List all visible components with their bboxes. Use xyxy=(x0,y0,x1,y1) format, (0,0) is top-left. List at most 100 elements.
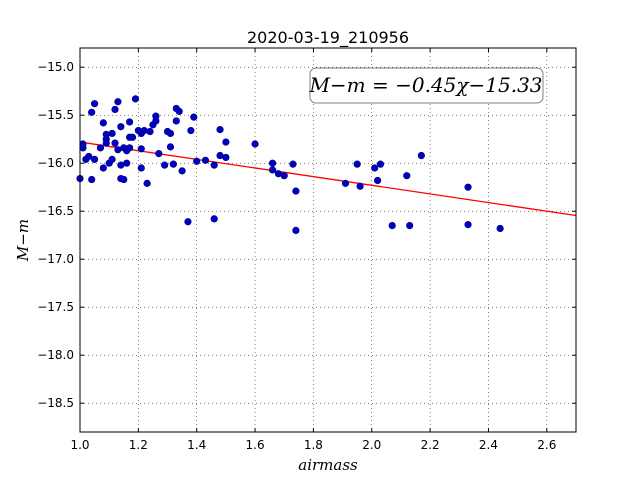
x-tick-label: 2.6 xyxy=(537,438,556,452)
data-point xyxy=(152,112,160,120)
x-tick-labels: 1.0 1.2 1.4 1.6 1.8 2.0 2.2 2.4 2.6 xyxy=(70,438,556,452)
y-tick-label: −17.5 xyxy=(37,300,74,314)
grid xyxy=(80,48,576,432)
data-point xyxy=(403,172,411,180)
data-point xyxy=(289,160,297,168)
data-point xyxy=(292,187,300,195)
annotation-box: M−m = −0.45χ−15.33 xyxy=(308,67,544,104)
data-point xyxy=(187,126,195,135)
y-axis-label: M−m xyxy=(14,219,32,262)
data-point xyxy=(155,150,163,158)
data-point xyxy=(108,129,116,138)
data-point xyxy=(280,172,288,180)
data-point xyxy=(161,161,169,169)
data-point xyxy=(210,215,218,223)
data-point xyxy=(137,164,145,172)
data-point xyxy=(341,179,350,187)
data-point xyxy=(114,98,122,106)
data-point xyxy=(201,156,210,164)
data-point xyxy=(111,105,119,114)
y-tick-label: −17.0 xyxy=(37,252,74,266)
plot-area xyxy=(80,48,576,432)
data-point xyxy=(88,175,96,184)
y-tick-label: −18.5 xyxy=(37,396,74,410)
data-point xyxy=(117,123,125,131)
data-point xyxy=(216,126,224,134)
data-point xyxy=(356,182,364,190)
x-tick-label: 2.4 xyxy=(479,438,498,452)
data-point xyxy=(193,157,201,165)
data-point xyxy=(210,161,218,169)
data-point xyxy=(102,130,110,138)
plot-frame xyxy=(79,47,577,433)
data-point xyxy=(292,226,300,234)
data-point xyxy=(123,159,131,167)
data-point xyxy=(137,145,145,153)
data-point xyxy=(251,140,259,148)
data-point xyxy=(172,117,180,125)
data-point xyxy=(353,160,361,168)
y-tick-label: −15.0 xyxy=(37,60,74,74)
data-point xyxy=(131,95,140,103)
data-point xyxy=(376,160,385,168)
data-point xyxy=(175,107,183,115)
x-axis-label: airmass xyxy=(298,456,358,474)
data-point xyxy=(374,176,382,185)
data-point xyxy=(146,127,154,136)
data-point xyxy=(99,164,107,172)
data-point xyxy=(166,129,175,138)
data-point xyxy=(143,179,151,187)
data-point xyxy=(85,152,93,161)
annotation-text: M−m = −0.45χ−15.33 xyxy=(308,73,542,97)
annotation-frame xyxy=(309,67,544,104)
data-point xyxy=(79,144,87,152)
data-point xyxy=(406,222,414,230)
data-point xyxy=(388,222,396,230)
x-tick-label: 1.4 xyxy=(187,438,206,452)
data-point xyxy=(268,166,277,174)
data-point xyxy=(464,221,472,229)
data-point xyxy=(90,155,99,163)
x-tick-label: 2.2 xyxy=(421,438,440,452)
data-point xyxy=(126,144,134,152)
data-point xyxy=(166,143,175,151)
data-point xyxy=(371,164,379,172)
data-point xyxy=(178,167,186,175)
y-tick-label: −15.5 xyxy=(37,108,74,122)
fit-line xyxy=(79,141,577,217)
data-point xyxy=(222,153,230,162)
y-tick-label: −16.5 xyxy=(37,204,74,218)
data-point xyxy=(140,126,148,135)
chart-title: 2020-03-19_210956 xyxy=(247,28,409,48)
data-point xyxy=(88,108,96,116)
data-point xyxy=(417,151,425,160)
y-tick-label: −16.0 xyxy=(37,156,74,170)
data-point xyxy=(222,138,230,146)
data-point xyxy=(190,113,198,121)
x-tick-label: 1.6 xyxy=(246,438,265,452)
data-point xyxy=(90,100,99,108)
data-point xyxy=(496,224,504,233)
data-point xyxy=(126,118,134,126)
fit-layer xyxy=(79,141,577,217)
data-point xyxy=(128,133,137,141)
x-tick-label: 2.0 xyxy=(362,438,381,452)
data-point xyxy=(108,155,116,163)
data-point xyxy=(96,144,105,152)
data-point xyxy=(102,139,110,147)
data-point xyxy=(111,139,119,147)
data-point xyxy=(184,218,192,226)
y-tick-label: −18.0 xyxy=(37,348,74,362)
x-tick-label: 1.2 xyxy=(129,438,148,452)
points-layer xyxy=(76,95,504,234)
ticks xyxy=(79,48,576,432)
x-tick-label: 1.8 xyxy=(304,438,323,452)
data-point xyxy=(268,159,277,167)
y-tick-labels: −15.0 −15.5 −16.0 −16.5 −17.0 −17.5 −18.0 −18.5 xyxy=(37,60,74,410)
data-point xyxy=(99,119,107,127)
x-tick-label: 1.0 xyxy=(70,438,89,452)
data-point xyxy=(120,175,128,184)
data-point xyxy=(464,183,472,191)
data-point xyxy=(169,160,177,168)
